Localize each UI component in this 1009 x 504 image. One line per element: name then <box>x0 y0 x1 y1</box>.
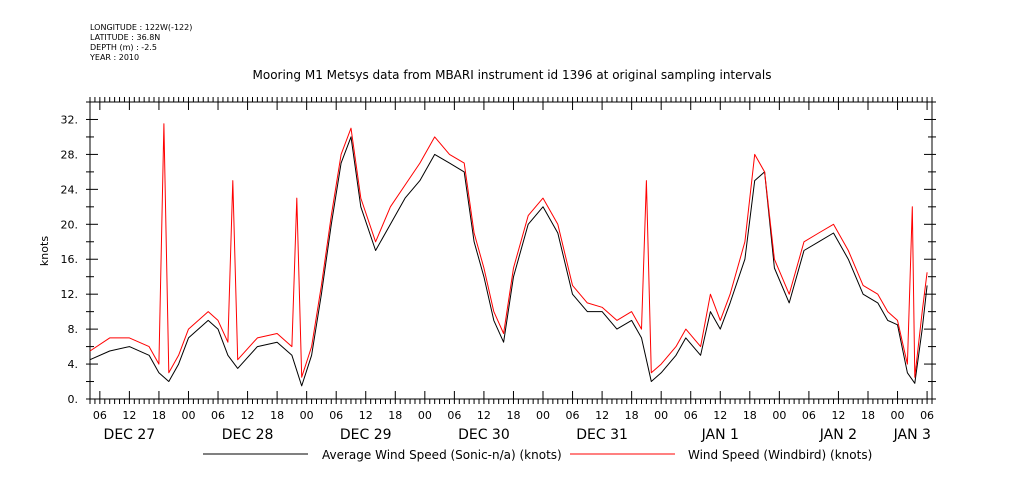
plot-frame <box>89 101 933 400</box>
y-tick-label: 8. <box>68 323 79 336</box>
meta-latitude: LATITUDE : 36.8N <box>90 33 160 42</box>
x-hour-label: 00 <box>181 409 195 422</box>
y-tick-label: 4. <box>68 358 79 371</box>
y-tick-label: 20. <box>61 218 79 231</box>
x-hour-label: 06 <box>566 409 580 422</box>
minor-ticks <box>89 97 933 404</box>
x-hour-label: 00 <box>891 409 905 422</box>
series-layer <box>89 123 928 387</box>
x-hour-label: 06 <box>93 409 107 422</box>
x-axis: 06 12 18 00 06 12 18 00 06 12 18 00 06 12 18 00 06 12 18 00… <box>93 102 934 443</box>
y-axis: 0. 4. 8. 12. 16. 20. 24. 28. 32. <box>61 101 936 406</box>
x-hour-label: 18 <box>270 409 284 422</box>
y-tick-label: 12. <box>61 288 79 301</box>
x-day-label: DEC 30 <box>458 427 510 443</box>
y-tick-label: 24. <box>61 183 79 196</box>
series-line-sonic <box>89 136 928 387</box>
x-hour-label: 18 <box>506 409 520 422</box>
chart-title: Mooring M1 Metsys data from MBARI instru… <box>253 68 772 82</box>
x-hour-label: 18 <box>152 409 166 422</box>
x-hour-label: 18 <box>625 409 639 422</box>
x-hour-label: 12 <box>477 409 491 422</box>
x-hour-label: 06 <box>802 409 816 422</box>
x-hour-label: 06 <box>920 409 934 422</box>
y-axis-label: knots <box>38 236 51 266</box>
y-tick-label: 0. <box>68 393 79 406</box>
x-hour-label: 18 <box>388 409 402 422</box>
x-day-label: JAN 1 <box>701 427 739 443</box>
x-hour-label: 12 <box>713 409 727 422</box>
x-day-label: JAN 2 <box>819 427 857 443</box>
x-hour-label: 06 <box>211 409 225 422</box>
y-tick-label: 32. <box>61 113 79 126</box>
x-hour-label: 00 <box>654 409 668 422</box>
legend: Average Wind Speed (Sonic-n/a) (knots) W… <box>203 448 872 462</box>
x-hour-label: 06 <box>447 409 461 422</box>
x-hour-label: 00 <box>536 409 550 422</box>
series-line-windbird <box>89 123 928 378</box>
x-hour-label: 12 <box>241 409 255 422</box>
x-hour-label: 06 <box>684 409 698 422</box>
x-day-label: JAN 3 <box>893 427 931 443</box>
y-tick-label: 28. <box>61 148 79 161</box>
x-hour-label: 12 <box>122 409 136 422</box>
x-hour-label: 18 <box>861 409 875 422</box>
meta-depth: DEPTH (m) : -2.5 <box>90 43 157 52</box>
x-hour-label: 18 <box>743 409 757 422</box>
x-hour-label: 12 <box>595 409 609 422</box>
x-day-label: DEC 31 <box>576 427 628 443</box>
x-hour-label: 06 <box>329 409 343 422</box>
meta-year: YEAR : 2010 <box>89 53 139 62</box>
x-hour-label: 00 <box>772 409 786 422</box>
legend-label-windbird: Wind Speed (Windbird) (knots) <box>688 448 872 462</box>
meta-longitude: LONGITUDE : 122W(-122) <box>90 23 192 32</box>
x-day-label: DEC 28 <box>222 427 274 443</box>
x-day-label: DEC 27 <box>104 427 156 443</box>
x-hour-label: 00 <box>300 409 314 422</box>
x-hour-label: 12 <box>359 409 373 422</box>
x-hour-label: 12 <box>831 409 845 422</box>
y-tick-label: 16. <box>61 253 79 266</box>
x-day-label: DEC 29 <box>340 427 392 443</box>
legend-label-sonic: Average Wind Speed (Sonic-n/a) (knots) <box>322 448 562 462</box>
x-hour-label: 00 <box>418 409 432 422</box>
